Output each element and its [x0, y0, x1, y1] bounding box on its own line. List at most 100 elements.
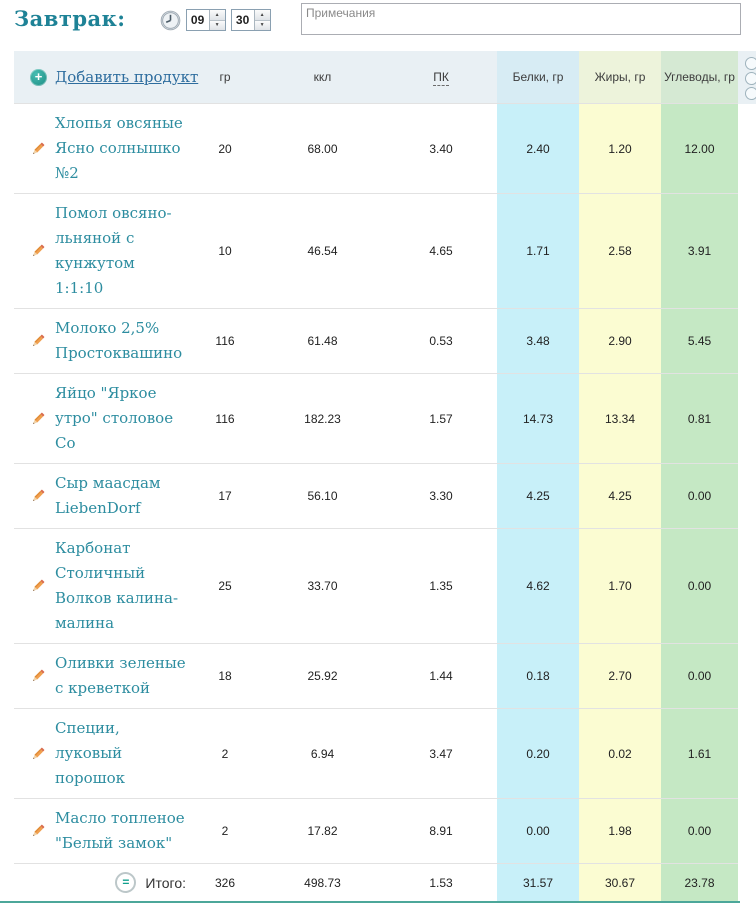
pk-cell: 1.57 — [385, 373, 497, 464]
product-rows: Хлопья овсяные Ясно солнышко №2 20 68.00… — [14, 103, 756, 864]
minutes-down-button[interactable]: ▼ — [254, 20, 270, 30]
protein-cell: 0.18 — [497, 643, 579, 709]
carbs-cell: 0.00 — [661, 643, 738, 709]
product-name-link[interactable]: Помол овсяно-льняной с кунжутом 1:1:10 — [55, 204, 172, 297]
circle-icon[interactable] — [745, 72, 756, 85]
carbs-cell: 12.00 — [661, 103, 738, 194]
hours-down-button[interactable]: ▼ — [209, 20, 225, 30]
carbs-cell: 0.00 — [661, 798, 738, 864]
product-name-link[interactable]: Хлопья овсяные Ясно солнышко №2 — [55, 114, 183, 182]
product-row: Специи, луковый порошок 2 6.94 3.47 0.20… — [14, 708, 756, 799]
header-circle-buttons[interactable] — [745, 57, 756, 100]
carbs-cell: 5.45 — [661, 308, 738, 374]
grams-cell: 2 — [190, 708, 260, 799]
edit-pencil-icon[interactable] — [30, 823, 46, 839]
column-header-kcal: ккл — [260, 51, 385, 104]
product-row: Помол овсяно-льняной с кунжутом 1:1:10 1… — [14, 193, 756, 309]
protein-cell: 4.62 — [497, 528, 579, 644]
edit-pencil-icon[interactable] — [30, 668, 46, 684]
add-product-label[interactable]: Добавить продукт — [55, 68, 199, 86]
product-name-link[interactable]: Оливки зеленые с креветкой — [55, 654, 186, 697]
column-header-protein: Белки, гр — [497, 51, 579, 104]
food-table: + Добавить продукт гр ккл ПК Белки, гр Ж… — [14, 51, 756, 901]
carbs-cell: 0.81 — [661, 373, 738, 464]
pk-cell: 3.47 — [385, 708, 497, 799]
grams-cell: 116 — [190, 373, 260, 464]
kcal-cell: 182.23 — [260, 373, 385, 464]
fat-cell: 2.90 — [579, 308, 661, 374]
fat-cell: 1.70 — [579, 528, 661, 644]
pk-cell: 0.53 — [385, 308, 497, 374]
edit-pencil-icon[interactable] — [30, 243, 46, 259]
fat-cell: 2.58 — [579, 193, 661, 309]
edit-pencil-icon[interactable] — [30, 578, 46, 594]
fat-cell: 1.20 — [579, 103, 661, 194]
pk-cell: 8.91 — [385, 798, 497, 864]
totals-kcal: 498.73 — [260, 863, 385, 901]
totals-fat: 30.67 — [579, 863, 661, 901]
product-row: Хлопья овсяные Ясно солнышко №2 20 68.00… — [14, 103, 756, 194]
edit-pencil-icon[interactable] — [30, 411, 46, 427]
plus-icon[interactable]: + — [30, 68, 47, 86]
edit-pencil-icon[interactable] — [30, 333, 46, 349]
edit-pencil-icon[interactable] — [30, 746, 46, 762]
product-name-link[interactable]: Масло топленое "Белый замок" — [55, 809, 185, 852]
product-row: Яйцо "Яркое утро" столовое Со 116 182.23… — [14, 373, 756, 464]
column-header-carbs: Углеводы, гр — [661, 51, 738, 104]
hours-spinner[interactable]: 09 ▲ ▼ — [185, 9, 226, 31]
equals-icon: = — [115, 872, 137, 893]
protein-cell: 0.00 — [497, 798, 579, 864]
protein-cell: 3.48 — [497, 308, 579, 374]
grams-cell: 18 — [190, 643, 260, 709]
add-product-button[interactable]: + Добавить продукт — [14, 68, 198, 86]
time-picker: 09 ▲ ▼ 30 ▲ ▼ — [160, 9, 271, 31]
carbs-cell: 0.00 — [661, 528, 738, 644]
column-header-actions — [738, 51, 756, 104]
notes-textarea[interactable] — [301, 3, 741, 35]
product-name-link[interactable]: Специи, луковый порошок — [55, 719, 126, 787]
protein-cell: 4.25 — [497, 463, 579, 529]
table-header-row: + Добавить продукт гр ккл ПК Белки, гр Ж… — [14, 51, 756, 104]
product-name-link[interactable]: Молоко 2,5% Простоквашино — [55, 319, 183, 362]
hours-up-button[interactable]: ▲ — [209, 10, 225, 21]
product-name-link[interactable]: Сыр маасдам LiebenDorf — [55, 474, 161, 517]
hours-value[interactable]: 09 — [190, 13, 205, 27]
kcal-cell: 68.00 — [260, 103, 385, 194]
minutes-spinner[interactable]: 30 ▲ ▼ — [230, 9, 271, 31]
circle-icon[interactable] — [745, 57, 756, 70]
circle-icon[interactable] — [745, 87, 756, 100]
pk-cell: 3.40 — [385, 103, 497, 194]
product-name-link[interactable]: Яйцо "Яркое утро" столовое Со — [55, 384, 174, 452]
carbs-cell: 3.91 — [661, 193, 738, 309]
product-row: Молоко 2,5% Простоквашино 116 61.48 0.53… — [14, 308, 756, 374]
grams-cell: 10 — [190, 193, 260, 309]
product-row: Оливки зеленые с креветкой 18 25.92 1.44… — [14, 643, 756, 709]
kcal-cell: 17.82 — [260, 798, 385, 864]
totals-row: = Итого: 326 498.73 1.53 31.57 30.67 23.… — [14, 863, 756, 901]
kcal-cell: 46.54 — [260, 193, 385, 309]
minutes-up-button[interactable]: ▲ — [254, 10, 270, 21]
pk-cell: 4.65 — [385, 193, 497, 309]
product-row: Масло топленое "Белый замок" 2 17.82 8.9… — [14, 798, 756, 864]
protein-cell: 14.73 — [497, 373, 579, 464]
fat-cell: 0.02 — [579, 708, 661, 799]
grams-cell: 17 — [190, 463, 260, 529]
protein-cell: 0.20 — [497, 708, 579, 799]
totals-protein: 31.57 — [497, 863, 579, 901]
pk-cell: 1.35 — [385, 528, 497, 644]
kcal-cell: 56.10 — [260, 463, 385, 529]
meal-title: Завтрак: — [14, 6, 126, 31]
column-header-pk[interactable]: ПК — [385, 51, 497, 104]
grams-cell: 25 — [190, 528, 260, 644]
totals-grams: 326 — [190, 863, 260, 901]
kcal-cell: 61.48 — [260, 308, 385, 374]
column-header-fat: Жиры, гр — [579, 51, 661, 104]
edit-pencil-icon[interactable] — [30, 141, 46, 157]
protein-cell: 2.40 — [497, 103, 579, 194]
product-name-link[interactable]: Карбонат Столичный Волков калина-малина — [55, 539, 179, 632]
clock-icon — [160, 10, 180, 30]
grams-cell: 116 — [190, 308, 260, 374]
minutes-value[interactable]: 30 — [235, 13, 250, 27]
edit-pencil-icon[interactable] — [30, 488, 46, 504]
fat-cell: 4.25 — [579, 463, 661, 529]
